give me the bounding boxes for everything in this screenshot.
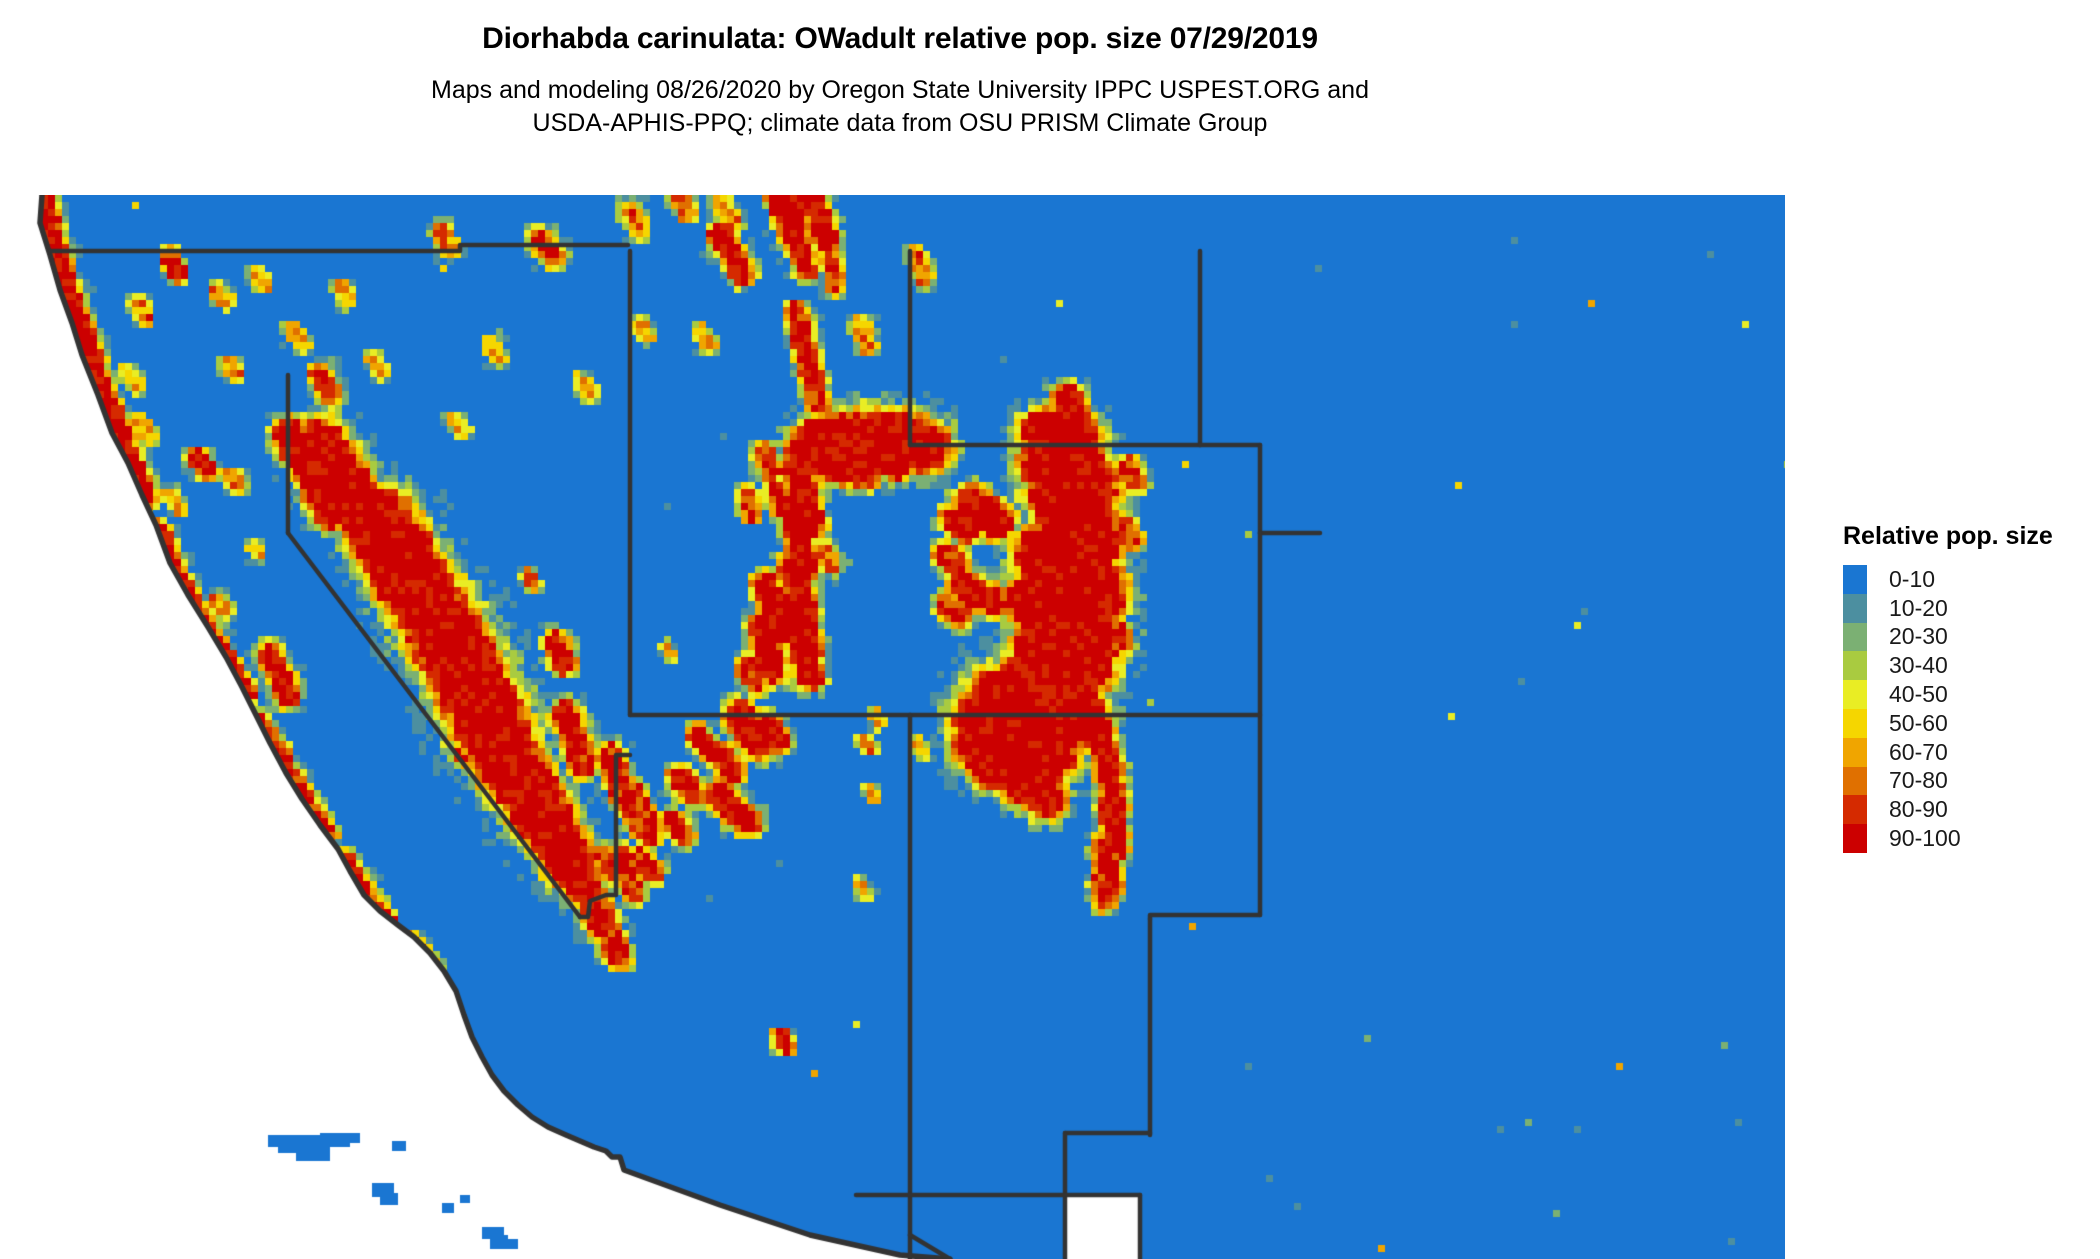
legend-item: 80-90 [1843, 795, 2053, 825]
title-block: Diorhabda carinulata: OWadult relative p… [0, 0, 1800, 140]
legend-item: 20-30 [1843, 622, 2053, 652]
legend-item-label: 50-60 [1889, 709, 1948, 736]
legend-color-swatch [1843, 680, 1867, 709]
legend-item: 60-70 [1843, 737, 2053, 767]
legend-item-label: 40-50 [1889, 681, 1948, 708]
legend-item-label: 90-100 [1889, 825, 1961, 852]
legend-color-swatch [1843, 622, 1867, 652]
page-subtitle: Maps and modeling 08/26/2020 by Oregon S… [0, 74, 1800, 140]
legend-item: 10-20 [1843, 593, 2053, 623]
legend-item: 40-50 [1843, 680, 2053, 709]
legend-item-label: 60-70 [1889, 738, 1948, 765]
legend-item-label: 0-10 [1889, 565, 1936, 592]
page-title: Diorhabda carinulata: OWadult relative p… [482, 22, 1318, 55]
legend-item-label: 30-40 [1889, 652, 1948, 679]
subtitle-line-2: USDA-APHIS-PPQ; climate data from OSU PR… [532, 109, 1268, 137]
legend-color-swatch [1843, 565, 1867, 594]
legend-color-swatch [1843, 766, 1867, 796]
legend-title: Relative pop. size [1843, 522, 2053, 550]
legend-color-swatch [1843, 795, 1867, 825]
legend-item: 90-100 [1843, 824, 2053, 853]
subtitle-line-1: Maps and modeling 08/26/2020 by Oregon S… [431, 76, 1369, 104]
legend-item: 30-40 [1843, 651, 2053, 681]
legend-item-label: 10-20 [1889, 594, 1948, 621]
legend-item: 70-80 [1843, 766, 2053, 796]
population-heatmap-raster[interactable] [20, 195, 1785, 1259]
legend-item-label: 70-80 [1889, 767, 1948, 794]
legend-color-swatch [1843, 824, 1867, 853]
legend-item-label: 80-90 [1889, 796, 1948, 823]
legend-item: 50-60 [1843, 708, 2053, 738]
legend-color-swatch [1843, 593, 1867, 623]
legend-color-swatch [1843, 708, 1867, 738]
legend-color-swatch [1843, 737, 1867, 767]
legend: Relative pop. size 0-10 10-20 20-30 30-40 40… [1843, 522, 2053, 853]
legend-rows: 0-10 10-20 20-30 30-40 40-50 50-60 60-70 70-80 8… [1843, 565, 2053, 853]
legend-color-swatch [1843, 651, 1867, 681]
map-panel[interactable] [20, 195, 1785, 1259]
legend-item-label: 20-30 [1889, 623, 1948, 650]
legend-item: 0-10 [1843, 565, 2053, 594]
